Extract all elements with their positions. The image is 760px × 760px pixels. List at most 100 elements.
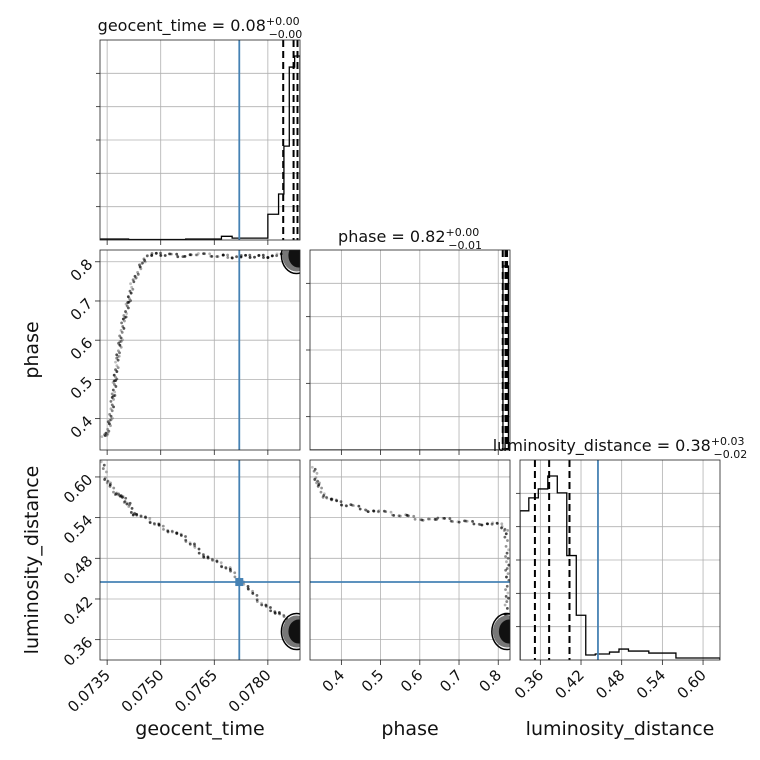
panel-geocent-time-luminosity-distance-sample-point (175, 531, 179, 535)
panel-geocent-time-phase-sample-point (183, 255, 187, 258)
panel-geocent-time-luminosity-distance-sample-point (112, 486, 116, 490)
ytick-label-luminosity-distance: 0.48 (60, 552, 96, 588)
panel-geocent-time-phase-sample-point (108, 418, 112, 422)
title-luminosity-distance-main: luminosity_distance = 0.38 (493, 436, 711, 456)
panel-phase-luminosity-distance-sample-point (503, 527, 507, 531)
panel-phase-luminosity-distance-sample-point (315, 481, 318, 485)
panel-phase-luminosity-distance-sample-point (389, 510, 393, 514)
panel-phase-luminosity-distance-sample-point (477, 522, 481, 526)
panel-phase-luminosity-distance-sample-point (319, 490, 323, 494)
panel-geocent-time-phase-sample-point (154, 251, 158, 255)
panel-phase-luminosity-distance-density-core (498, 619, 510, 644)
panel-geocent-time-phase-sample-point (112, 379, 116, 383)
panel-geocent-time-luminosity-distance-sample-point (251, 589, 254, 593)
panel-phase-luminosity-distance-sample-point (397, 514, 401, 518)
panel-geocent-time-phase-sample-point (126, 295, 130, 299)
panel-phase-luminosity-distance-sample-point (471, 520, 474, 523)
panel-phase-luminosity-distance-sample-point (486, 522, 490, 526)
panel-phase-luminosity-distance-sample-point (358, 507, 362, 511)
panel-geocent-time-phase-sample-point (115, 364, 119, 368)
panel-geocent-time-luminosity-distance-sample-point (282, 613, 286, 617)
panel-geocent-time-phase-sample-point (106, 420, 110, 424)
panel-geocent-time-phase-sample-point (108, 412, 112, 416)
panel-phase-luminosity-distance-sample-point (443, 517, 446, 520)
panel-phase-luminosity-distance-sample-point (505, 584, 509, 588)
panel-geocent-time-luminosity-distance-sample-point (184, 535, 187, 538)
panel-phase-luminosity-distance-sample-point (335, 499, 339, 503)
panel-geocent-time-phase-sample-point (112, 397, 115, 401)
xtick-label-luminosity-distance: 0.48 (592, 666, 628, 702)
panel-phase-luminosity-distance-sample-point (412, 514, 416, 518)
grid-layer (100, 40, 720, 660)
panel-geocent-time-phase-sample-point (235, 255, 239, 259)
panel-phase-luminosity-distance-sample-point (316, 479, 320, 483)
panel-geocent-time-luminosity-distance-sample-point (233, 575, 237, 579)
panel-geocent-time-luminosity-distance-sample-point (264, 605, 268, 609)
panel-phase-luminosity-distance-sample-point (340, 503, 344, 507)
panel-phase-luminosity-distance-sample-point (506, 528, 510, 532)
panel-geocent-time-luminosity-distance-sample-point (123, 500, 127, 503)
panel-geocent-time-luminosity-distance-sample-point (269, 609, 273, 613)
panel-phase-luminosity-distance-sample-point (504, 594, 508, 598)
panel-geocent-time-phase-sample-point (175, 252, 179, 256)
panel-geocent-time-phase-sample-point (120, 321, 124, 325)
panel-phase-luminosity-distance-sample-point (413, 517, 417, 521)
panel-phase-luminosity-distance-sample-point (504, 568, 508, 572)
panel-geocent-time-phase-sample-point (113, 390, 117, 394)
ytick-label-luminosity-distance: 0.36 (60, 633, 96, 669)
panel-geocent-time-luminosity-distance-sample-point (162, 527, 165, 531)
hist-luminosity-distance-steps (520, 475, 720, 660)
hist-phase-steps (310, 265, 510, 450)
panel-geocent-time-phase-sample-point (113, 383, 116, 386)
panel-phase-luminosity-distance-sample-point (320, 486, 323, 490)
title-phase-sup: +0.00 (446, 226, 480, 239)
panel-phase-luminosity-distance-sample-point (339, 503, 343, 507)
xtick-label-geocent-time: 0.0735 (64, 666, 114, 716)
panel-geocent-time-luminosity-distance-sample-point (219, 561, 223, 565)
panel-geocent-time-luminosity-distance-sample-point (264, 604, 268, 608)
panel-geocent-time-luminosity-distance-sample-point (104, 470, 108, 474)
panel-geocent-time-phase-sample-point (248, 256, 252, 259)
panel-phase-luminosity-distance-sample-point (505, 551, 509, 555)
panel-geocent-time-phase-sample-point (168, 252, 171, 256)
title-geocent-time: geocent_time = 0.08+0.00 −0.00 (98, 15, 303, 41)
panel-phase-luminosity-distance-sample-point (322, 494, 326, 497)
panel-phase-luminosity-distance-sample-point (449, 519, 453, 523)
ytick-label-phase: 0.7 (67, 295, 97, 325)
title-phase: phase = 0.82+0.00 −0.01 (338, 226, 482, 252)
ytick-label-phase: 0.4 (67, 412, 97, 442)
panel-geocent-time-phase-sample-point (136, 272, 140, 276)
panel-geocent-time-phase-sample-point (121, 325, 125, 328)
panel-geocent-time-phase-sample-point (222, 253, 225, 257)
panel-geocent-time-phase-sample-point (119, 339, 123, 343)
panel-phase-luminosity-distance-sample-point (364, 508, 367, 512)
panel-geocent-time-phase-sample-point (114, 385, 118, 388)
panel-geocent-time-luminosity-distance-sample-point (282, 614, 286, 618)
panel-geocent-time-phase-sample-point (122, 314, 126, 317)
hist-geocent-time-steps (100, 55, 300, 240)
panel-phase-luminosity-distance-sample-point (421, 518, 425, 522)
panel-phase-luminosity-distance-sample-point (505, 560, 508, 564)
panel-geocent-time-phase-sample-point (115, 353, 119, 357)
data-layer (100, 40, 720, 660)
panel-geocent-time-phase-sample-point (140, 261, 144, 265)
panel-geocent-time-phase-sample-point (145, 254, 149, 258)
panel-geocent-time-luminosity-distance-sample-point (144, 515, 147, 519)
panel-geocent-time-phase-sample-point (109, 414, 113, 418)
panel-geocent-time-luminosity-distance-sample-point (184, 538, 188, 542)
panel-geocent-time-phase-sample-point (117, 354, 121, 358)
panel-phase-luminosity-distance-sample-point (500, 522, 504, 526)
xtick-label-phase: 0.4 (319, 666, 349, 696)
panel-geocent-time-luminosity-distance-sample-point (202, 555, 206, 559)
ytick-label-luminosity-distance: 0.42 (60, 593, 96, 629)
title-geocent-time-sub: −0.00 (269, 28, 303, 41)
panel-geocent-time-phase-sample-point (114, 360, 117, 364)
panel-geocent-time-phase-sample-point (114, 368, 117, 372)
panel-geocent-time-luminosity-distance-sample-point (157, 523, 161, 527)
xtick-label-phase: 0.6 (397, 666, 427, 696)
xtick-label-phase: 0.5 (358, 666, 388, 696)
panel-geocent-time-phase-sample-point (118, 334, 122, 338)
hist-phase-group (310, 250, 510, 450)
panel-phase-luminosity-distance-sample-point (384, 510, 388, 514)
